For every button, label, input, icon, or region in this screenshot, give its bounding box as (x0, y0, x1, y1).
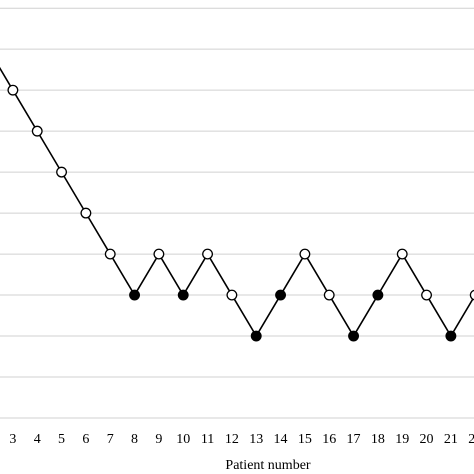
x-tick-label: 9 (155, 432, 162, 447)
x-tick-label: 5 (58, 432, 65, 447)
x-tick-label: 12 (225, 432, 239, 447)
data-point (421, 289, 433, 301)
data-point (7, 84, 19, 96)
data-point (323, 289, 335, 301)
x-tick-label: 8 (131, 432, 138, 447)
x-tick-label: 7 (107, 432, 114, 447)
x-tick-label: 11 (201, 432, 214, 447)
data-point (250, 330, 262, 342)
data-point (202, 248, 214, 260)
data-point (275, 289, 287, 301)
data-point (445, 330, 457, 342)
data-point (56, 166, 68, 178)
data-point (226, 289, 238, 301)
x-tick-label: 4 (34, 432, 41, 447)
x-tick-label: 3 (9, 432, 16, 447)
data-point (80, 207, 92, 219)
x-tick-label: 19 (395, 432, 409, 447)
data-point (129, 289, 141, 301)
x-tick-label: 22 (468, 432, 474, 447)
x-tick-label: 16 (322, 432, 336, 447)
data-point (469, 289, 474, 301)
data-point (372, 289, 384, 301)
x-tick-label: 21 (444, 432, 458, 447)
x-axis-title: Patient number (225, 458, 310, 473)
x-tick-label: 14 (274, 432, 288, 447)
data-point (153, 248, 165, 260)
data-point (348, 330, 360, 342)
series-line (0, 66, 474, 338)
x-tick-label: 13 (249, 432, 263, 447)
x-tick-label: 18 (371, 432, 385, 447)
x-tick-label: 20 (420, 432, 434, 447)
data-point (177, 289, 189, 301)
x-tick-label: 6 (82, 432, 89, 447)
data-point (104, 248, 116, 260)
data-point (31, 125, 43, 137)
data-point (396, 248, 408, 260)
data-point (299, 248, 311, 260)
x-tick-label: 10 (176, 432, 190, 447)
x-tick-label: 15 (298, 432, 312, 447)
x-tick-label: 17 (347, 432, 361, 447)
